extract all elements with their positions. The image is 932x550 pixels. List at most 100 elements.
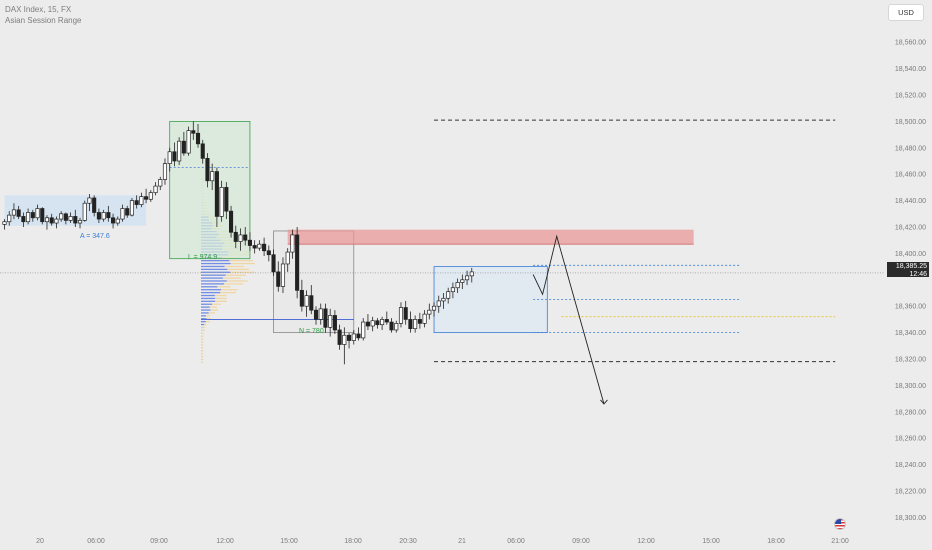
time-tick-label: 12:00 [637, 538, 655, 545]
candle-body [177, 140, 182, 162]
candle-body [92, 197, 97, 213]
candle-body [167, 151, 172, 164]
candle-body [125, 208, 130, 216]
us-flag-icon[interactable] [834, 518, 846, 530]
profile-bar [225, 274, 246, 276]
profile-bar [202, 358, 204, 361]
price-tick-label: 18,440.00 [895, 198, 926, 205]
price-tick-label: 18,240.00 [895, 462, 926, 469]
candle-body [455, 282, 460, 289]
profile-bar [202, 341, 204, 343]
candle-body [96, 212, 101, 220]
candle-body [2, 221, 7, 225]
candles [2, 121, 474, 365]
candle-body [408, 319, 413, 330]
time-tick-label: 12:00 [216, 538, 234, 545]
indicator-label[interactable]: Asian Session Range [5, 16, 82, 25]
profile-bar [205, 321, 210, 323]
candle-body [313, 309, 319, 320]
profile-bar [201, 352, 203, 355]
profile-bar [201, 306, 210, 308]
candle-body [181, 140, 186, 154]
candle-body [129, 200, 134, 216]
price-tick-label: 18,420.00 [895, 225, 926, 232]
price-axis[interactable]: 18,300.00 18,220.00 18,240.00 18,260.00 18,2… [895, 40, 926, 522]
candle-body [332, 315, 337, 331]
candle-body [262, 243, 267, 252]
profile-bar [202, 335, 204, 337]
range-box [273, 230, 355, 334]
price-tick-label: 18,480.00 [895, 145, 926, 152]
profile-bar [201, 286, 218, 288]
candle-body [361, 321, 366, 339]
candle-body [266, 250, 271, 256]
candle-body [469, 271, 474, 277]
candle-body [229, 210, 234, 233]
currency-button[interactable]: USD [888, 4, 924, 21]
profile-bar [210, 309, 219, 311]
candle-body [214, 171, 219, 217]
candle-body [30, 212, 35, 219]
candle-body [77, 220, 83, 224]
profile-bar [201, 329, 203, 332]
time-tick-label: 21:00 [831, 538, 849, 545]
candle-body [271, 254, 276, 273]
candle-body [347, 334, 352, 341]
candle-body [403, 307, 408, 320]
price-tick-label: 18,260.00 [895, 436, 926, 443]
range-boxes [4, 120, 694, 334]
profile-bar [201, 355, 203, 358]
candle-body [233, 231, 238, 242]
last-price-tag: 18,385.25 12:46 [887, 262, 929, 278]
candle-body [280, 263, 286, 287]
price-tick-label: 18,360.00 [895, 304, 926, 311]
candle-body [365, 321, 370, 327]
candle-body [21, 216, 26, 223]
candle-body [243, 234, 248, 241]
candle-body [351, 333, 356, 341]
price-tick-label: 18,320.00 [895, 357, 926, 364]
candle-body [299, 290, 304, 307]
projection-path [532, 234, 608, 405]
profile-bar [227, 268, 249, 271]
profile-bar [205, 315, 210, 317]
candle-body [252, 245, 257, 249]
profile-bar [202, 350, 204, 352]
candle-body [384, 319, 389, 323]
price-tick-label: 18,540.00 [895, 66, 926, 73]
time-tick-label: 21 [458, 538, 466, 545]
profile-bar [201, 347, 203, 349]
candle-body [111, 217, 116, 224]
time-axis[interactable]: 20 06:00 09:00 12:00 15:00 18:00 20:30 21 06:00 0… [36, 538, 849, 545]
profile-bar [224, 265, 245, 268]
candle-body [413, 319, 418, 330]
profile-bar [201, 312, 209, 314]
range-label: A = 347.6 [80, 233, 110, 240]
price-tick-label: 18,500.00 [895, 119, 926, 126]
profile-bar [209, 306, 217, 308]
profile-bar [201, 315, 206, 317]
candle-body [431, 305, 437, 311]
profile-bar [201, 271, 231, 273]
candle-body [380, 319, 385, 326]
time-tick-label: 20:30 [399, 538, 417, 545]
candle-body [59, 213, 64, 220]
arrow-head-icon [600, 399, 608, 405]
time-tick-label: 20 [36, 538, 44, 545]
profile-bar [201, 344, 203, 346]
profile-bar [201, 332, 203, 334]
profile-bar [201, 277, 223, 279]
candle-body [139, 196, 144, 205]
profile-bar [222, 277, 241, 279]
profile-bar [202, 326, 206, 329]
candle-body [427, 309, 432, 315]
candle-body [54, 218, 59, 224]
profile-bar [202, 347, 204, 349]
candle-body [417, 319, 422, 324]
profile-bar [201, 289, 222, 291]
symbol-title[interactable]: DAX Index, 15, FX [5, 5, 72, 14]
time-tick-label: 09:00 [150, 538, 168, 545]
candle-body [460, 279, 465, 283]
profile-bar [201, 338, 203, 340]
